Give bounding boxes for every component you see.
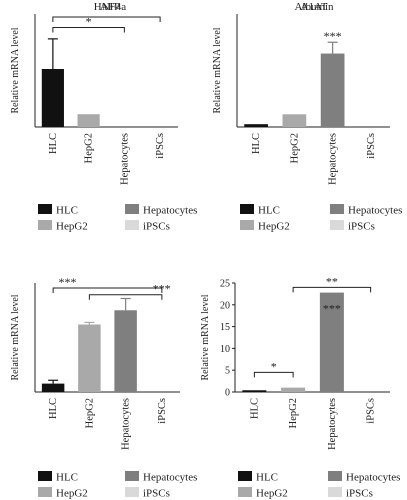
x-tick-label: HLC (48, 133, 59, 154)
legend-label: iPSCs (143, 488, 170, 500)
chart-title: A1AT (301, 1, 328, 13)
bar-hlc (242, 390, 267, 392)
legend: HLC Hepatocytes HepG2 iPSCs (38, 471, 197, 500)
significance-label: ** (326, 274, 338, 288)
legend-swatch-hepatocytes (328, 471, 342, 481)
legend-swatch-ipscs (330, 220, 344, 230)
legend-label: HepG2 (56, 221, 88, 233)
legend-swatch-hepg2 (38, 220, 52, 230)
legend-swatch-ipscs (125, 220, 139, 230)
legend-label: Hepatocytes (143, 205, 197, 217)
legend-label: iPSCs (346, 488, 373, 500)
x-tick-label: iPSCs (155, 133, 166, 159)
legend-swatch-hepg2 (240, 220, 254, 230)
x-tick-label: Hepatocytes (328, 133, 339, 185)
chart-panel-afp: AFP Relative mRNA level HLC HepG2 Hepatocyte… (10, 1, 178, 185)
legend-label: HLC (56, 472, 78, 484)
legend-swatch-hlc (240, 204, 254, 214)
x-tick-label: Hepatocytes (121, 398, 132, 450)
legend-swatch-hepatocytes (125, 204, 139, 214)
y-axis-label: Relative mRNA level (10, 294, 21, 380)
legend-swatch-hlc (38, 471, 52, 481)
chart-title: Albumin (294, 1, 334, 13)
significance-label: * (271, 359, 277, 373)
chart-panel-a1at: A1AT Relative mRNA level HLC HepG2 Hepatocyt… (212, 1, 390, 185)
bar-hepatocytes (114, 310, 137, 392)
y-axis-label: Relative mRNA level (212, 27, 223, 113)
bar-hepatocytes (319, 292, 344, 392)
x-tick-label: iPSCs (366, 398, 377, 424)
legend-swatch-ipscs (125, 487, 139, 497)
y-axis-label: Relative mRNA level (10, 27, 21, 113)
chart-title: AFP (100, 1, 120, 13)
x-tick-label: HLC (249, 398, 260, 419)
significance-label: *** (323, 302, 341, 316)
y-tick-label: 5 (225, 366, 230, 377)
legend-swatch-hepg2 (238, 487, 252, 497)
legend-swatch-hepg2 (38, 487, 52, 497)
bar-hlc (41, 383, 65, 392)
x-tick-label: iPSCs (366, 133, 377, 159)
legend-swatch-hlc (238, 471, 252, 481)
legend-swatch-hepatocytes (330, 204, 344, 214)
legend-label: iPSCs (143, 221, 170, 233)
y-axis-label: Relative mRNA level (200, 294, 211, 380)
x-tick-label: Hepatocytes (327, 398, 338, 450)
significance-bracket (52, 27, 125, 33)
legend-swatch-ipscs (328, 487, 342, 497)
significance-bracket (253, 371, 294, 378)
legend-label: HLC (256, 472, 278, 484)
chart-title: HNF4a (94, 1, 127, 13)
significance-label: *** (153, 282, 171, 296)
bar-hepg2 (282, 114, 307, 127)
bar-hlc (41, 68, 64, 127)
legend-swatch-hepatocytes (125, 471, 139, 481)
x-tick-label: HLC (48, 398, 59, 419)
significance-bracket (52, 287, 163, 294)
y-tick-label: 15 (220, 322, 230, 333)
y-tick-label: 10 (220, 344, 230, 355)
bar-hepatocytes (320, 53, 345, 127)
y-tick-label: 25 (220, 279, 230, 290)
x-tick-label: HepG2 (84, 398, 95, 428)
legend: HLC Hepatocytes HepG2 iPSCs (38, 204, 197, 233)
chart-panel-hnf4a: HNF4a Relative mRNA level HLC HepG2 Hepatocy… (10, 1, 180, 450)
bar-hlc (244, 124, 268, 127)
legend-label: HepG2 (56, 488, 88, 500)
legend-label: HepG2 (258, 221, 290, 233)
bar-hepg2 (281, 387, 306, 392)
y-tick-label: 0 (225, 388, 230, 399)
x-tick-label: HLC (251, 133, 262, 154)
bar-hepg2 (78, 324, 101, 392)
significance-label: *** (59, 275, 77, 289)
significance-label: *** (324, 29, 342, 43)
x-tick-label: Hepatocytes (119, 133, 130, 185)
significance-bracket (52, 16, 161, 23)
legend-label: HLC (56, 205, 78, 217)
significance-label: * (86, 15, 92, 29)
legend-label: Hepatocytes (143, 472, 197, 484)
legend-label: HLC (258, 205, 280, 217)
chart-panel-albumin: Albumin Relative mRNA level 0 5 10 15 20 25 HLC H… (200, 1, 390, 450)
bar-hepg2 (77, 114, 100, 127)
legend-label: Hepatocytes (348, 205, 402, 217)
legend-swatch-hlc (38, 204, 52, 214)
x-tick-label: iPSCs (157, 398, 168, 424)
significance-bracket (292, 286, 372, 293)
x-tick-label: HepG2 (289, 133, 300, 163)
significance-bracket (88, 294, 163, 300)
legend-label: Hepatocytes (346, 472, 400, 484)
legend: HLC Hepatocytes HepG2 iPSCs (240, 204, 402, 233)
legend: HLC Hepatocytes HepG2 iPSCs (238, 471, 400, 500)
x-tick-label: HepG2 (288, 398, 299, 428)
legend-label: iPSCs (348, 221, 375, 233)
x-tick-label: HepG2 (84, 133, 95, 163)
legend-label: HepG2 (256, 488, 288, 500)
y-tick-label: 20 (220, 300, 230, 311)
